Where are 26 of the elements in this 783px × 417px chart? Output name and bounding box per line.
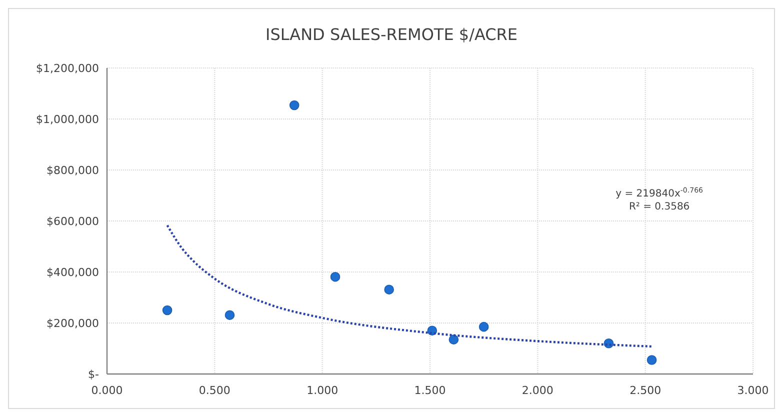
x-tick-label: 1.500 — [414, 384, 446, 397]
y-tick-label: $800,000 — [46, 164, 99, 177]
line-series — [166, 224, 653, 348]
point — [478, 322, 489, 332]
x-tick-label: 0.000 — [91, 384, 123, 397]
point — [162, 305, 172, 316]
point — [384, 284, 394, 294]
x-tick-label: 1.000 — [306, 384, 338, 397]
y-tick-label: $200,000 — [46, 316, 99, 330]
point — [289, 100, 300, 110]
annotation: y = 219840x$^{-0.766}$ — [616, 186, 704, 200]
x-tick-label: 2.000 — [522, 384, 554, 397]
x-tick-label: 3.000 — [737, 384, 769, 397]
y-tick-label: $400,000 — [46, 266, 99, 279]
y-tick-label: $1,200,000 — [36, 62, 99, 75]
y-tick-label: $600,000 — [46, 214, 99, 228]
annotation: R² = 0.3586 — [628, 202, 690, 213]
x-tick-label: 0.500 — [198, 384, 230, 397]
point — [448, 334, 459, 344]
x-tick-label: 2.500 — [630, 384, 662, 397]
point — [330, 272, 340, 282]
y-tick-label: $- — [88, 368, 100, 381]
y-tick-label: $1,000,000 — [36, 112, 99, 126]
point — [224, 310, 235, 320]
point — [646, 355, 657, 365]
chart-title: ISLAND SALES-REMOTE $/ACRE — [265, 25, 518, 44]
